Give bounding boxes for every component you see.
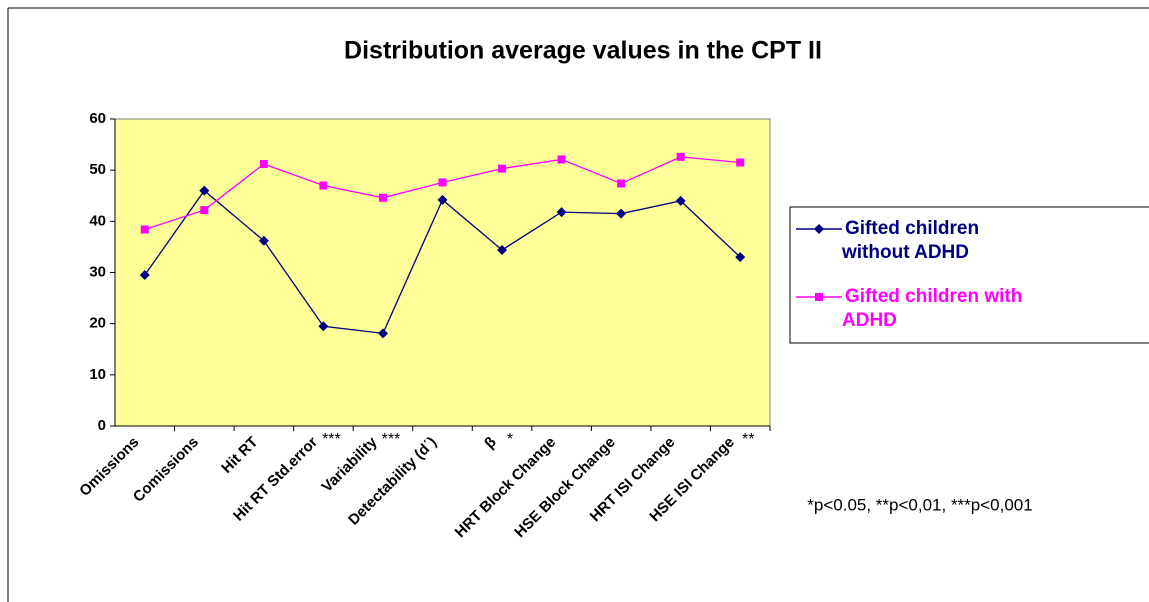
point xyxy=(258,235,269,246)
y-tick-label: 30 xyxy=(89,263,106,280)
point xyxy=(617,179,626,188)
point xyxy=(557,155,566,164)
y-tick-label: 20 xyxy=(89,315,106,332)
point xyxy=(616,208,627,219)
plot-area xyxy=(114,118,771,427)
legend-box xyxy=(789,206,1149,344)
point xyxy=(735,252,746,263)
point xyxy=(139,270,150,281)
x-tick-label: β xyxy=(481,434,499,452)
point xyxy=(498,164,507,173)
significance-mark: *** xyxy=(382,431,401,448)
x-tick-label: Hit RT xyxy=(218,434,261,477)
point xyxy=(319,181,328,190)
footnote: *p<0.05, **p<0,01, ***p<0,001 xyxy=(807,495,1032,514)
chart-title: Distribution average values in the CPT I… xyxy=(344,37,822,65)
legend-marker xyxy=(814,224,824,234)
significance-mark: * xyxy=(507,431,513,448)
point xyxy=(378,193,387,202)
point xyxy=(259,160,268,169)
point xyxy=(318,321,329,332)
x-tick-label: HRT Block Change xyxy=(452,434,559,541)
legend-label: Gifted children with ADHD xyxy=(842,286,1022,331)
point xyxy=(497,244,508,255)
point xyxy=(556,207,567,218)
x-tick-label: HSE Block Change xyxy=(511,434,619,542)
legend-label: Gifted children without ADHD xyxy=(841,218,979,263)
point xyxy=(736,158,745,167)
y-tick-label: 60 xyxy=(89,110,106,127)
point xyxy=(675,195,686,206)
point xyxy=(200,206,209,215)
y-tick-label: 50 xyxy=(89,161,106,178)
legend-marker xyxy=(815,293,823,301)
y-tick-label: 0 xyxy=(98,417,106,434)
significance-mark: ** xyxy=(742,431,754,448)
point xyxy=(438,178,447,187)
point xyxy=(199,185,210,196)
point xyxy=(377,328,388,339)
y-tick-label: 40 xyxy=(89,212,106,229)
y-tick-label: 10 xyxy=(89,366,106,383)
point xyxy=(437,194,448,205)
significance-mark: *** xyxy=(322,431,341,448)
point xyxy=(676,152,685,161)
point xyxy=(140,225,149,234)
